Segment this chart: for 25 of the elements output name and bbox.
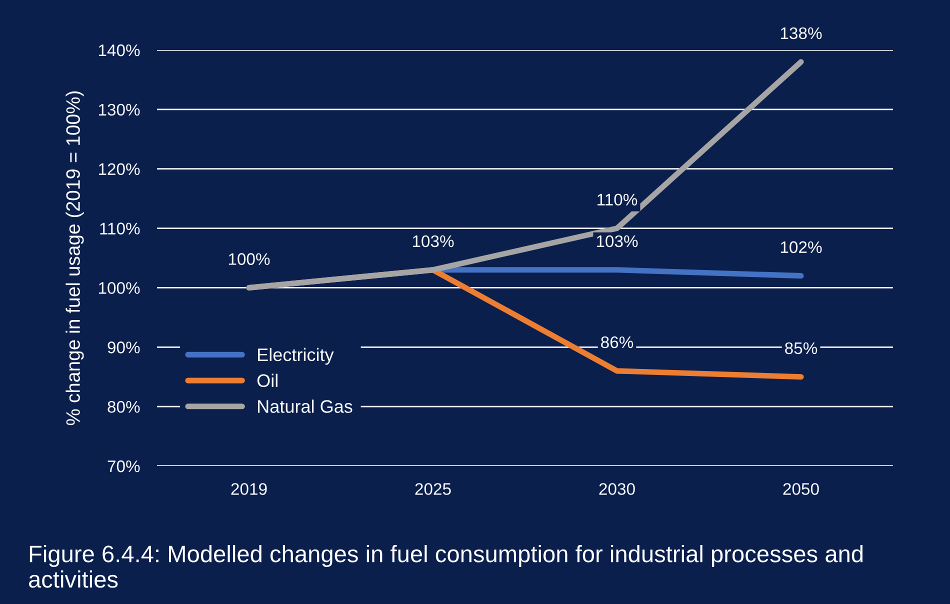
legend-label: Electricity xyxy=(258,348,334,365)
legend-label: Oil xyxy=(257,374,278,388)
x-tick-label: 2025 xyxy=(415,483,451,495)
data-label: 85% xyxy=(785,342,818,354)
caption: Figure 6.4.4: Modelled changes in fuel consumption for industrial processes and activities xyxy=(29,545,863,588)
data-label: 138% xyxy=(780,27,822,40)
y-tick-label: 100% xyxy=(98,282,140,294)
x-tick-label: 2050 xyxy=(783,483,819,495)
data-label: 86% xyxy=(601,336,634,348)
y-tick-label: 130% xyxy=(98,104,140,116)
data-label: 103% xyxy=(412,235,454,248)
data-label: 102% xyxy=(780,241,822,254)
y-tick-label: 120% xyxy=(98,163,140,176)
y-tick-label: 110% xyxy=(100,222,140,234)
data-label: 103% xyxy=(596,235,638,248)
y-tick-label: 80% xyxy=(108,400,140,413)
x-tick-label: 2030 xyxy=(599,483,635,495)
x-tick-label: 2019 xyxy=(231,483,267,495)
data-label: 110% xyxy=(598,194,638,206)
y-tick-label: 90% xyxy=(108,342,140,354)
y-tick-label: 70% xyxy=(108,460,140,472)
data-label: 100% xyxy=(228,253,270,265)
y-tick-label: 140% xyxy=(98,44,140,56)
y-axis-title: % change in fuel usage (2019 = 100%) xyxy=(66,91,84,426)
legend-label: Natural Gas xyxy=(258,400,352,413)
